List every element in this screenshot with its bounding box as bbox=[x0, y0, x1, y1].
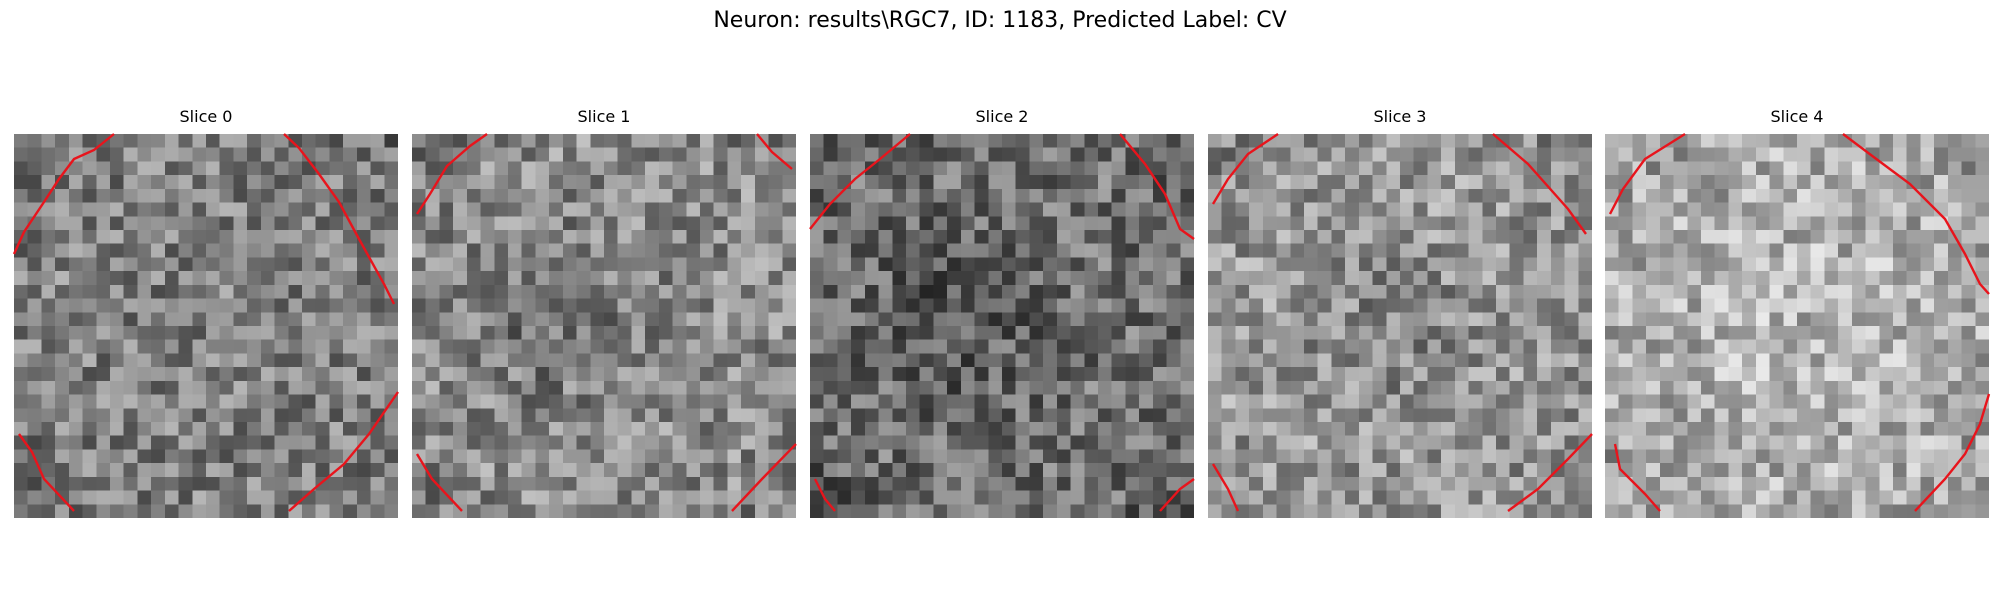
contour-line bbox=[415, 453, 463, 512]
contour-line bbox=[1914, 393, 1991, 512]
contour-line bbox=[731, 443, 797, 512]
slice-title: Slice 4 bbox=[1770, 107, 1824, 126]
contour-overlay bbox=[809, 133, 1195, 512]
contour-overlay bbox=[1211, 133, 1593, 512]
contour-line bbox=[12, 133, 115, 255]
slice-image bbox=[809, 133, 1195, 518]
grayscale-pixel-grid bbox=[412, 134, 796, 518]
contour-line bbox=[288, 391, 399, 512]
grayscale-pixel-grid bbox=[810, 134, 1194, 518]
contour-overlay bbox=[12, 133, 399, 512]
slice-title: Slice 2 bbox=[975, 107, 1029, 126]
contour-line bbox=[415, 133, 488, 215]
contour-overlay bbox=[415, 133, 797, 512]
grayscale-pixel-grid bbox=[14, 134, 398, 518]
contour-line bbox=[18, 433, 75, 512]
contour-line bbox=[283, 133, 396, 305]
grayscale-pixel-grid bbox=[1208, 134, 1592, 518]
slice-title: Slice 1 bbox=[577, 107, 631, 126]
contour-line bbox=[809, 133, 911, 230]
slice-title: Slice 0 bbox=[179, 107, 233, 126]
contour-line bbox=[813, 478, 836, 512]
contour-line bbox=[1211, 463, 1240, 512]
figure-title: Neuron: results\RGC7, ID: 1183, Predicte… bbox=[713, 8, 1287, 33]
contour-line bbox=[756, 133, 793, 170]
contour-line bbox=[1159, 478, 1195, 512]
slice-image bbox=[412, 133, 797, 518]
contour-line bbox=[1842, 133, 1990, 295]
contour-line bbox=[1608, 132, 1686, 215]
slice-title: Slice 3 bbox=[1373, 107, 1427, 126]
contour-overlay bbox=[1608, 132, 1991, 512]
contour-line bbox=[1211, 133, 1279, 205]
slice-image bbox=[1208, 133, 1593, 518]
contour-line bbox=[1507, 433, 1593, 512]
contour-line bbox=[1492, 133, 1587, 235]
slice-image bbox=[12, 133, 399, 518]
contour-line bbox=[1119, 133, 1195, 240]
contour-line bbox=[1613, 443, 1661, 512]
slice-image bbox=[1605, 132, 1991, 518]
